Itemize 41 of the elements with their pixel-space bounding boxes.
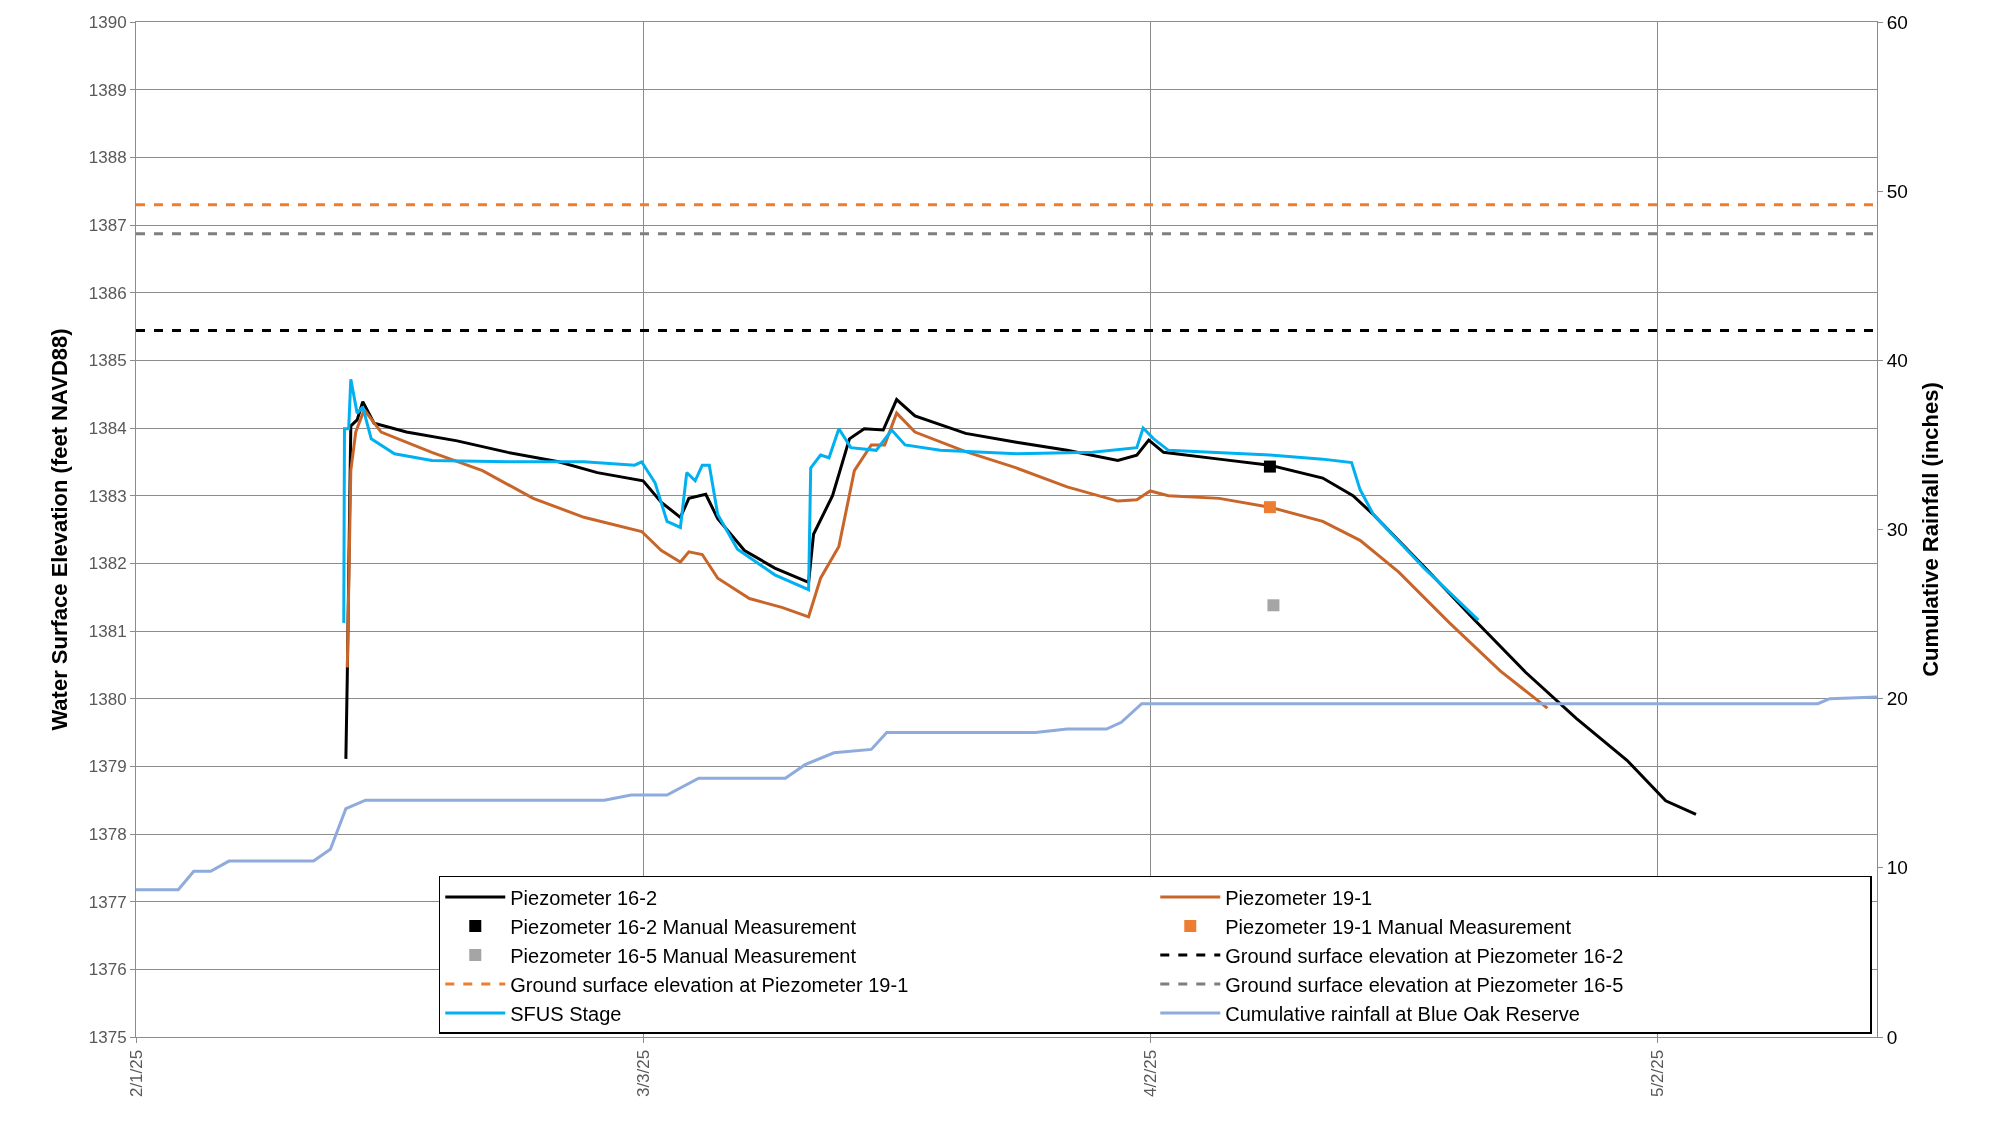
y-tick-label: 1383 — [88, 486, 127, 506]
legend-label: Ground surface elevation at Piezometer 19-1 — [510, 973, 909, 996]
x-tick-label: 5/2/25 — [1647, 1049, 1667, 1098]
y-tick-label: 1376 — [88, 960, 127, 980]
y2-tick-label: 0 — [1886, 1026, 1898, 1048]
x-tick-label: 3/3/25 — [633, 1049, 653, 1098]
x-tick-label: 2/1/25 — [126, 1049, 146, 1098]
y-tick-label: 1382 — [88, 554, 127, 574]
legend-label: Ground surface elevation at Piezometer 16-2 — [1225, 944, 1624, 967]
legend-label: Piezometer 16-2 — [510, 886, 658, 909]
y-tick-label: 1387 — [88, 215, 127, 235]
y-tick-label: 1377 — [88, 892, 127, 912]
line-series — [345, 408, 1549, 710]
y-axis-title: Water Surface Elevation (feet NAVD88) — [46, 328, 72, 731]
legend-label: Piezometer 19-1 — [1225, 886, 1373, 909]
y-tick-label: 1378 — [88, 824, 127, 844]
legend-label: Piezometer 16-5 Manual Measurement — [510, 944, 857, 967]
y-tick-label: 1388 — [88, 148, 127, 168]
y-tick-label: 1386 — [88, 283, 127, 303]
y2-tick-label: 10 — [1886, 857, 1908, 879]
y2-axis-title: Cumulative Rainfall (inches) — [1917, 382, 1943, 677]
y2-tick-label: 30 — [1886, 519, 1908, 541]
y-tick-label: 1380 — [88, 689, 127, 709]
y2-tick-label: 60 — [1886, 11, 1908, 33]
y-tick-label: 1379 — [88, 757, 127, 777]
legend-label: SFUS Stage — [510, 1002, 622, 1025]
y-tick-label: 1384 — [88, 418, 127, 438]
y-tick-label: 1385 — [88, 351, 127, 371]
y-tick-label: 1390 — [88, 12, 127, 32]
legend-label: Piezometer 16-2 Manual Measurement — [510, 915, 857, 938]
y-tick-label: 1389 — [88, 80, 127, 100]
legend-label: Cumulative rainfall at Blue Oak Reserve — [1225, 1002, 1580, 1025]
legend-label: Piezometer 19-1 Manual Measurement — [1225, 915, 1572, 938]
y-tick-label: 1375 — [88, 1027, 127, 1047]
y-tick-label: 1381 — [88, 621, 127, 641]
y2-tick-label: 40 — [1886, 349, 1908, 371]
y2-tick-label: 20 — [1886, 688, 1908, 710]
line-series — [342, 377, 1480, 625]
y2-tick-label: 50 — [1886, 180, 1908, 202]
legend-label: Ground surface elevation at Piezometer 16-5 — [1225, 973, 1624, 996]
x-tick-label: 4/2/25 — [1140, 1049, 1160, 1098]
